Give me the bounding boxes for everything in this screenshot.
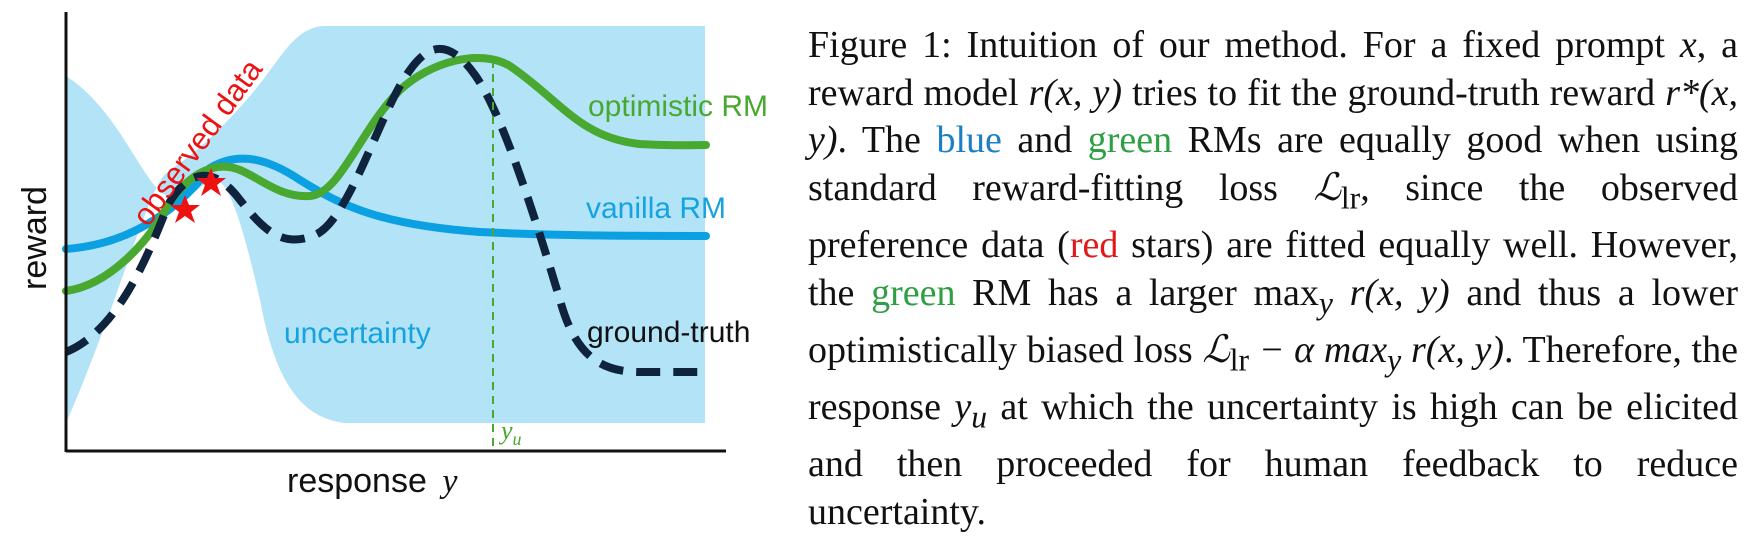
y-u-label: yu: [498, 416, 522, 449]
red-word: red: [1069, 223, 1119, 266]
observed-data-star: [196, 168, 226, 196]
ground-truth-curve: [64, 44, 706, 377]
green-word: green: [871, 271, 956, 314]
x-axis-label: response y: [287, 462, 458, 500]
ground-truth-label: ground-truth: [587, 316, 750, 349]
blue-word: blue: [936, 119, 1002, 162]
observed-data-star: [170, 195, 200, 223]
vanilla-rm-label: vanilla RM: [586, 192, 726, 225]
uncertainty-label: uncertainty: [284, 317, 431, 350]
figure-panel: reward response y observed data optimist…: [0, 0, 790, 517]
figure-caption: Figure 1: Intuition of our method. For a…: [808, 24, 1738, 533]
y-axis-label: reward: [16, 186, 54, 290]
optimistic-rm-label: optimistic RM: [588, 90, 768, 123]
uncertainty-band: [66, 26, 705, 423]
green-word: green: [1087, 119, 1173, 162]
reward-plot: reward response y observed data optimist…: [16, 12, 768, 500]
